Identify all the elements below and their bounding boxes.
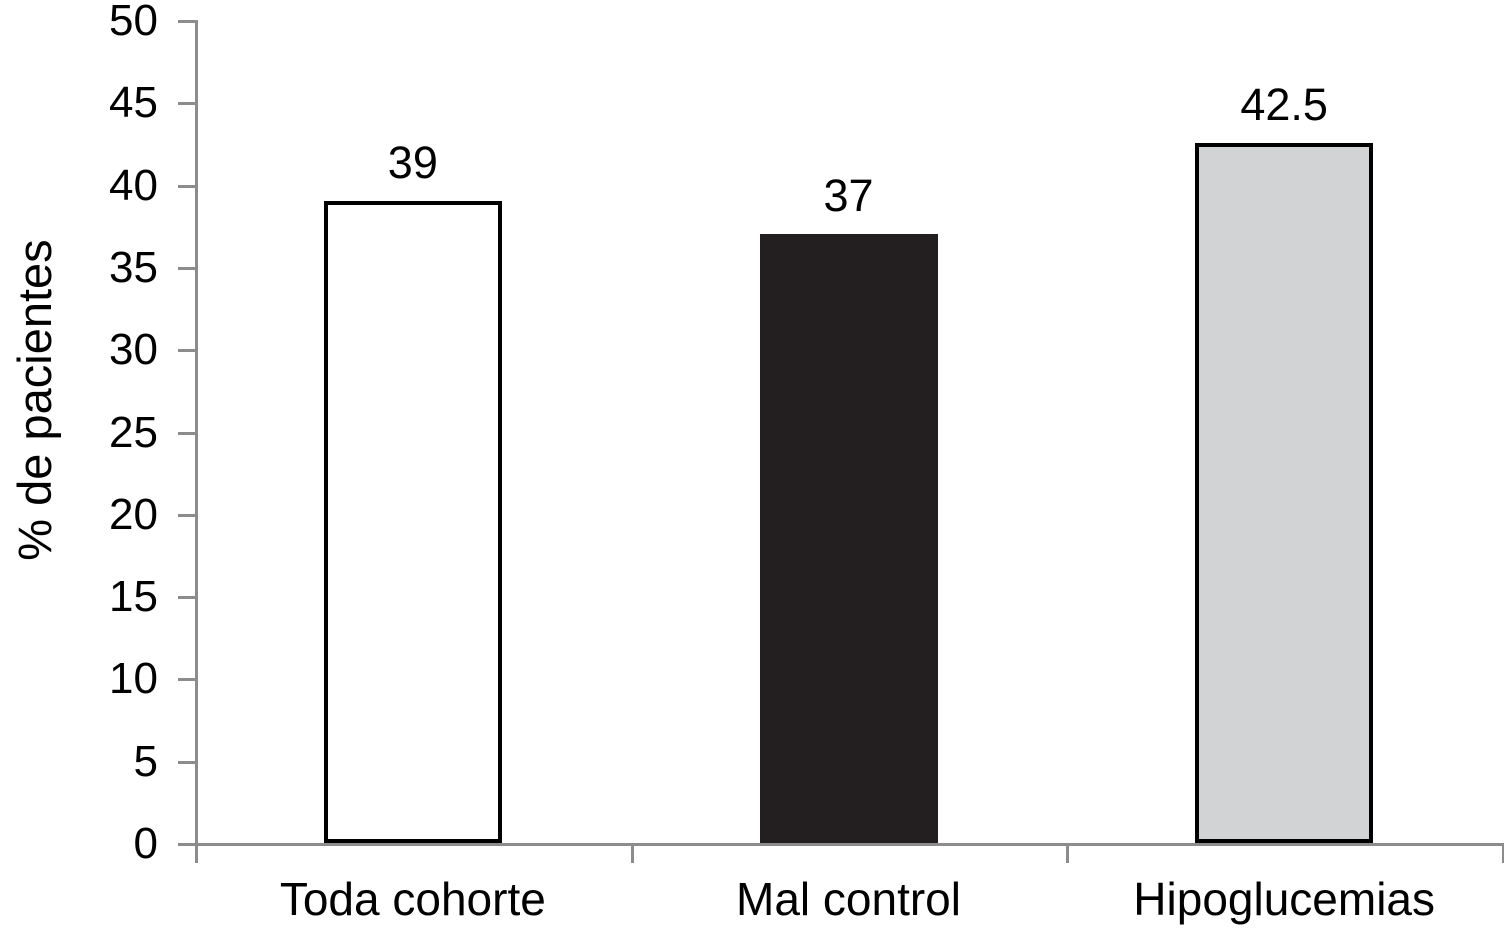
y-tick-label: 45: [109, 78, 158, 128]
y-tick: [178, 513, 195, 517]
y-tick: [178, 431, 195, 435]
y-tick-label: 40: [109, 160, 158, 210]
bar-value-label: 37: [823, 169, 874, 221]
y-tick: [178, 843, 195, 846]
y-tick-label: 25: [109, 407, 158, 457]
x-category-label: Mal control: [736, 873, 961, 925]
mal-control-bar: [759, 233, 938, 843]
x-category-label: Hipoglucemias: [1133, 873, 1435, 925]
x-boundary-tick: [1502, 846, 1504, 863]
y-tick-label: 50: [109, 0, 158, 45]
y-tick: [178, 760, 195, 764]
y-tick: [178, 596, 195, 600]
hipoglucemias-bar: [1195, 143, 1374, 843]
y-tick: [178, 102, 195, 106]
bar-value-label: 39: [387, 137, 438, 189]
y-tick: [178, 184, 195, 188]
y-tick-label: 35: [109, 242, 158, 292]
y-tick-label: 30: [109, 325, 158, 375]
y-tick: [178, 20, 195, 23]
y-tick-label: 5: [133, 736, 158, 786]
y-tick-label: 0: [133, 819, 158, 868]
x-category-label: Toda cohorte: [279, 873, 546, 925]
y-tick: [178, 349, 195, 353]
y-axis-line: [195, 20, 198, 863]
y-tick-label: 10: [109, 654, 158, 704]
x-axis-line: [178, 843, 1504, 846]
x-boundary-tick: [1066, 846, 1070, 863]
y-tick: [178, 678, 195, 682]
x-boundary-tick: [630, 846, 634, 863]
y-tick: [178, 266, 195, 270]
y-tick-label: 15: [109, 572, 158, 622]
bar-value-label: 42.5: [1240, 79, 1328, 131]
y-tick-label: 20: [109, 489, 158, 539]
toda-cohorte-bar: [323, 201, 502, 843]
